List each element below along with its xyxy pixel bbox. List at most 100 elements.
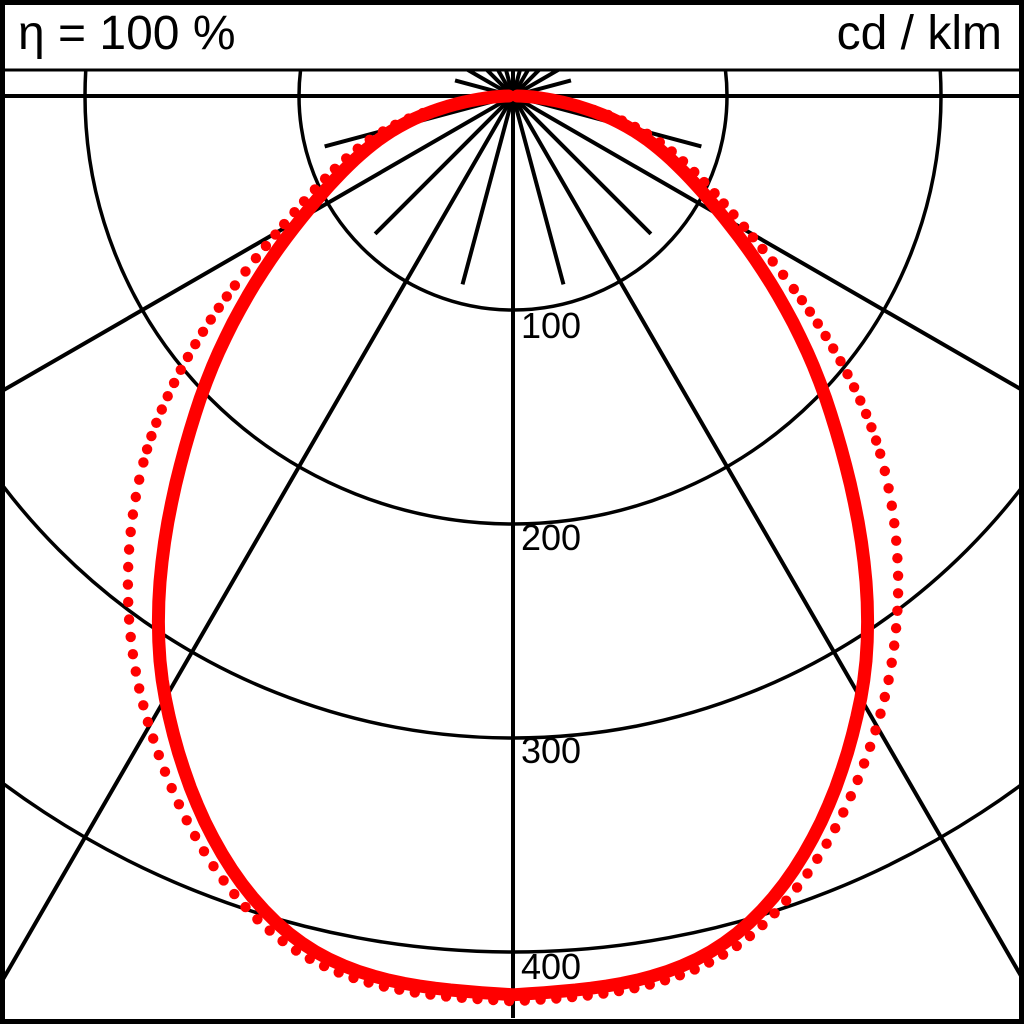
curve-dotted-dot — [503, 90, 514, 102]
curve-dotted-dot — [802, 868, 813, 879]
curve-dotted-dot — [341, 153, 352, 164]
curve-dotted-dot — [566, 991, 578, 1003]
curve-dotted-dot — [142, 716, 154, 728]
curve-dotted-dot — [738, 221, 750, 232]
curve-dotted-dot — [309, 184, 321, 195]
curve-dotted-dot — [189, 830, 201, 842]
curve-dotted-dot — [208, 861, 219, 872]
curve-dotted-dot — [417, 107, 428, 119]
curve-dotted-dot — [812, 853, 823, 864]
ring-label-200: 200 — [521, 517, 582, 558]
curve-dotted-dot — [125, 631, 136, 643]
curve-dotted-dot — [213, 302, 224, 313]
curve-dotted-dot — [130, 666, 141, 677]
curve-dotted-dot — [516, 91, 528, 102]
curve-dotted-dot — [156, 404, 167, 415]
curve-dotted-dot — [535, 994, 546, 1005]
curve-dotted-dot — [588, 104, 599, 116]
curve-dotted-dot — [134, 683, 145, 694]
curve-dotted-dot — [629, 983, 640, 994]
curve-dotted-dot — [886, 657, 897, 668]
curve-dotted-dot — [598, 988, 609, 999]
curve-dotted-dot — [864, 741, 876, 752]
ray-right-30deg — [495, 70, 1020, 979]
curve-dotted-dot — [731, 940, 742, 952]
curve-dotted-dot — [260, 240, 272, 252]
curve-dotted-dot — [489, 91, 501, 103]
ring-label-400: 400 — [521, 946, 582, 987]
curve-dotted-dot — [674, 970, 686, 981]
curve-dotted-dot — [677, 156, 689, 167]
curve-dotted-dot — [229, 888, 240, 900]
curve-dotted-dot — [472, 993, 483, 1005]
curve-dotted-dot — [757, 919, 768, 931]
curve-dotted-dot — [855, 395, 866, 406]
curve-dotted-dot — [852, 774, 863, 786]
curve-dotted-dot — [728, 209, 739, 220]
ring-label-100: 100 — [521, 305, 582, 346]
curve-dotted-dot — [329, 163, 341, 174]
curve-dotted-dot — [197, 326, 209, 337]
curve-dotted-dot — [892, 588, 904, 599]
curve-dotted-dot — [134, 474, 145, 485]
curve-dotted-dot — [828, 343, 839, 354]
curve-dotted-dot — [613, 985, 625, 997]
unit-label: cd / klm — [836, 7, 1002, 60]
curve-dotted-dot — [277, 935, 288, 947]
curve-dotted-dot — [767, 256, 778, 267]
curve-dotted-dot — [446, 99, 457, 110]
curve-dotted-dot — [348, 972, 359, 984]
curve-dotted-dot — [138, 700, 149, 711]
curve-dotted-dot — [544, 94, 556, 105]
minor-ray-left-75deg — [324, 78, 572, 149]
curve-dotted-dot — [363, 977, 374, 988]
curve-dotted-dot — [403, 113, 414, 124]
curve-dotted-dot — [717, 949, 729, 960]
curve-dotted-dot — [148, 733, 159, 744]
curve-dotted-dot — [892, 553, 903, 564]
curve-dotted-dot — [151, 417, 162, 428]
curve-dotted-dot — [270, 229, 281, 240]
curve-dotted-dot — [892, 605, 903, 616]
curve-dotted-dot — [250, 253, 262, 264]
curve-dotted-dot — [870, 725, 881, 736]
curve-dotted-dot — [159, 766, 171, 777]
minor-ray-right-15deg — [503, 70, 566, 285]
curve-dotted-dot — [875, 708, 886, 719]
curve-dotted-dot — [875, 448, 886, 459]
curve-dotted-dot — [240, 901, 251, 913]
curve-dotted-dot — [182, 351, 194, 363]
curve-dotted-dot — [488, 994, 499, 1006]
curve-dotted-dot — [747, 232, 759, 243]
curve-dotted-dot — [289, 207, 300, 218]
curve-dotted-dot — [123, 614, 135, 625]
curve-dotted-dot — [122, 579, 134, 590]
curve-dotted-dot — [582, 990, 593, 1001]
curve-dotted-dot — [378, 981, 390, 992]
curve-dotted-dot — [319, 173, 331, 184]
curve-dotted-dot — [123, 596, 134, 608]
curve-dotted-dot — [870, 435, 882, 446]
curve-dotted-dot — [866, 422, 877, 433]
curve-dotted-dot — [153, 749, 164, 761]
curve-dotted-dot — [788, 283, 799, 295]
curve-dotted-dot — [125, 526, 136, 538]
curve-dotted-dot — [264, 925, 275, 936]
curve-dotted-dot — [858, 758, 870, 769]
curve-dotted-dot — [298, 196, 310, 207]
curve-dotted-dot — [162, 391, 173, 402]
curve-dotted-dot — [221, 291, 232, 302]
curve-dotted-dot — [198, 846, 210, 857]
curve-dotted-dot — [425, 989, 436, 1000]
curve-dotted-dot — [812, 318, 823, 329]
curve-dotted-dot — [629, 121, 641, 133]
curve-dotted-dot — [205, 314, 216, 325]
curve-dotted-dot — [804, 306, 816, 317]
curve-dotted-dot — [744, 930, 756, 942]
curve-dotted-dot — [689, 166, 700, 178]
curve-dotted-dot — [474, 93, 486, 104]
curve-dotted-dot — [830, 823, 841, 834]
minor-ray-left-45deg — [373, 70, 542, 236]
